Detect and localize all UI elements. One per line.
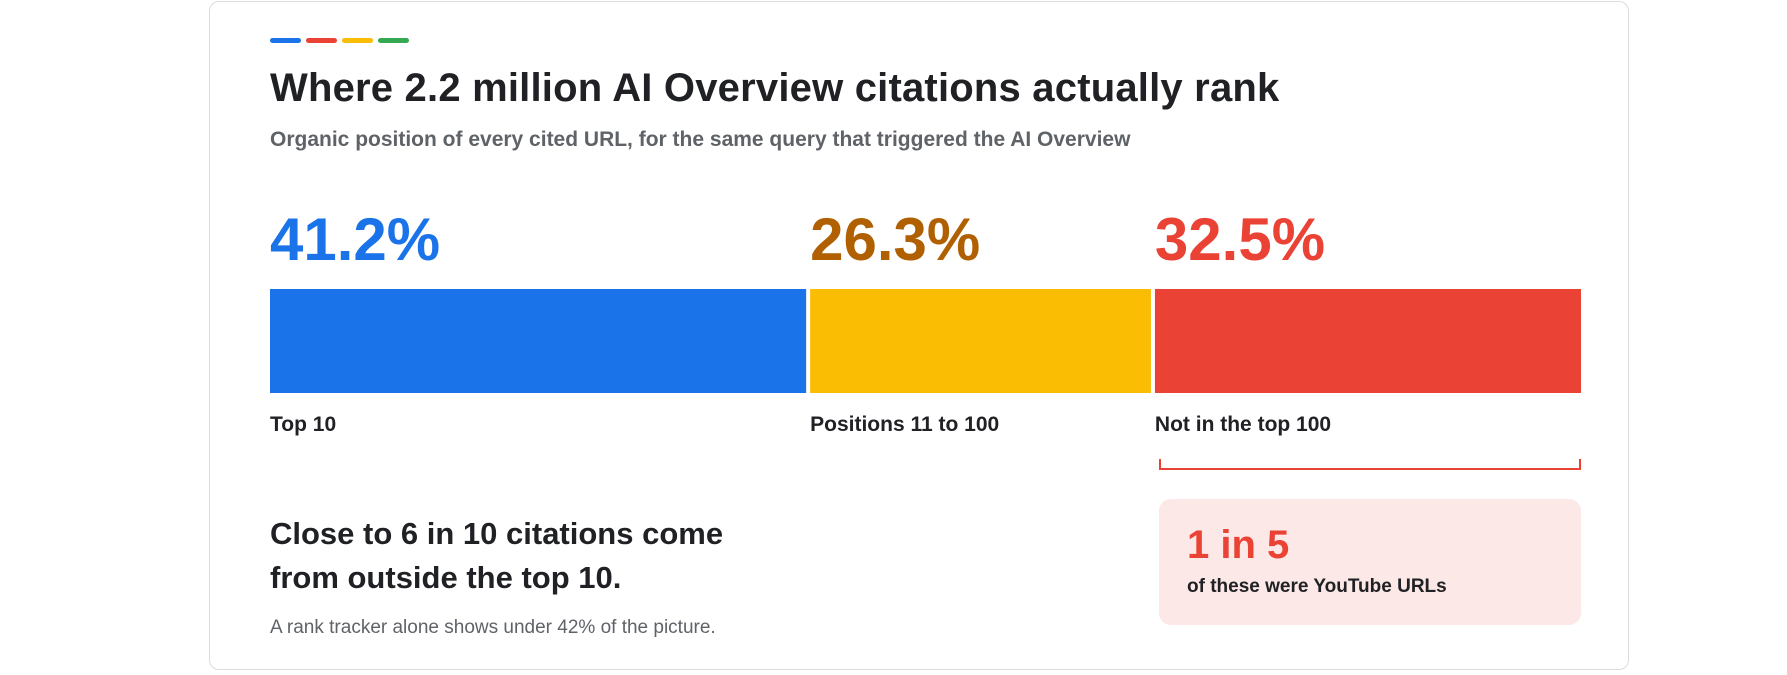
accent-bar-yellow xyxy=(342,38,373,43)
bar-segment-not-top-100 xyxy=(1154,289,1581,393)
value-label-not-top-100: 32.5% xyxy=(1154,206,1326,273)
category-label-positions-11-100: Positions 11 to 100 xyxy=(810,413,1000,436)
accent-bar-blue xyxy=(270,38,301,43)
takeaway-headline: Close to 6 in 10 citations come from out… xyxy=(270,516,724,595)
bar-segment-top-10 xyxy=(270,289,807,393)
chart-title: Where 2.2 million AI Overview citations … xyxy=(270,66,1280,110)
callout-text: of these were YouTube URLs xyxy=(1187,576,1447,597)
chart-subtitle: Organic position of every cited URL, for… xyxy=(270,128,1131,151)
youtube-callout: 1 in 5 of these were YouTube URLs xyxy=(1159,499,1581,625)
category-label-top-10: Top 10 xyxy=(270,413,337,436)
accent-bar-red xyxy=(306,38,337,43)
not-top-100-bracket xyxy=(1159,459,1581,470)
bar-segment-positions-11-100 xyxy=(810,289,1151,393)
value-label-top-10: 41.2% xyxy=(270,206,441,273)
callout-stat: 1 in 5 xyxy=(1187,523,1290,567)
value-label-positions-11-100: 26.3% xyxy=(810,206,981,273)
takeaway-note: A rank tracker alone shows under 42% of … xyxy=(270,617,716,638)
category-label-not-top-100: Not in the top 100 xyxy=(1154,413,1332,436)
accent-bar-green xyxy=(378,38,409,43)
